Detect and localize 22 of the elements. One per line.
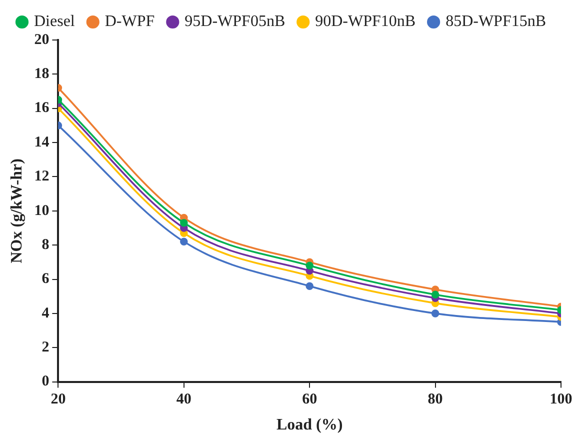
- x-tick-label: 100: [550, 392, 572, 408]
- x-tick-label: 80: [428, 392, 443, 408]
- y-tick-label: 0: [42, 374, 50, 390]
- y-tick-label: 18: [34, 66, 50, 82]
- y-tick-label: 12: [34, 168, 50, 185]
- legend-label: 90D-WPF10nB: [315, 13, 416, 30]
- legend-label: D-WPF: [104, 13, 155, 30]
- legend-label: 95D-WPF05nB: [184, 13, 286, 30]
- x-axis-title: Load (%): [276, 416, 343, 434]
- legend-label: 85D-WPF15nB: [446, 13, 546, 30]
- x-tick-label: 60: [302, 392, 318, 408]
- x-tick-label: 40: [176, 392, 192, 408]
- y-tick-label: 20: [34, 32, 50, 48]
- y-tick-label: 2: [42, 339, 50, 356]
- y-tick-label: 8: [42, 236, 50, 253]
- y-tick-label: 14: [34, 134, 50, 150]
- legend-label: Diesel: [34, 13, 76, 30]
- y-tick-label: 10: [34, 202, 50, 219]
- y-tick-label: 16: [34, 100, 50, 116]
- y-tick-label: 6: [42, 271, 50, 288]
- y-axis-title: NOx (g/kW-hr): [8, 158, 26, 264]
- y-tick-label: 4: [42, 305, 50, 322]
